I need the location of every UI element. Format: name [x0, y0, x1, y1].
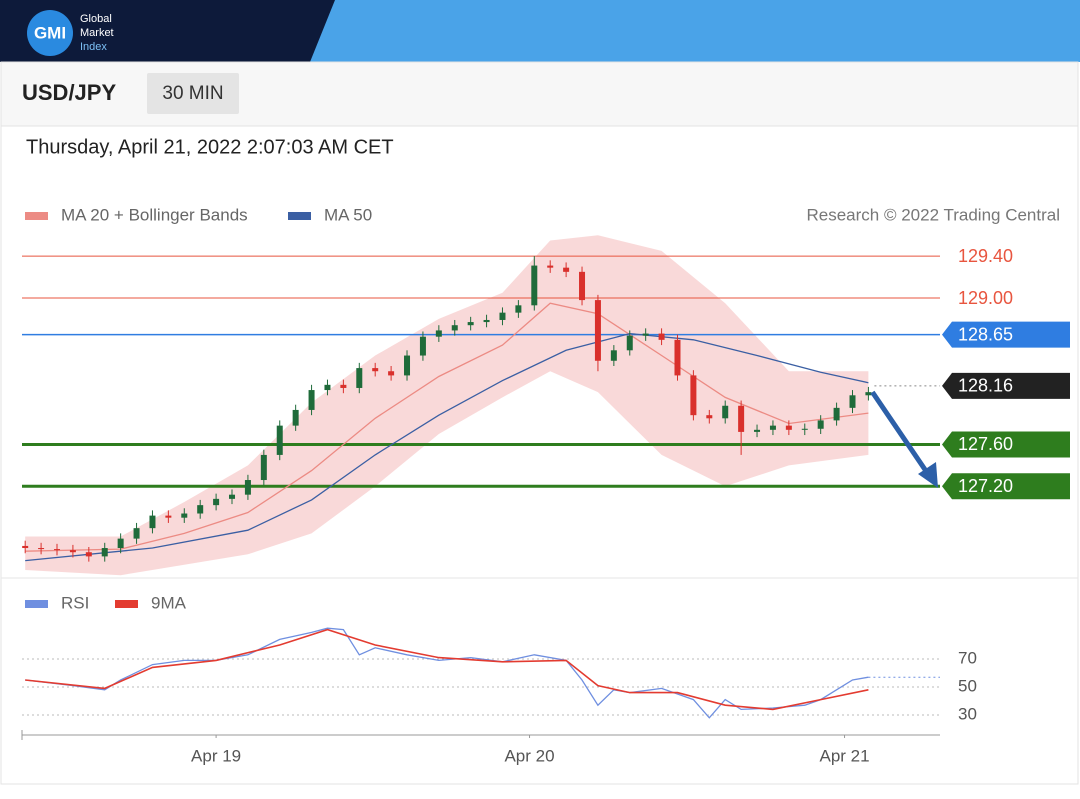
- candle-body: [435, 330, 442, 337]
- indicator-line: [25, 627, 869, 719]
- candle-body: [754, 429, 761, 432]
- candle-body: [833, 407, 840, 421]
- candle-body: [85, 552, 92, 557]
- candle-body: [610, 350, 617, 361]
- interval-button[interactable]: [147, 73, 239, 114]
- legend-label: MA 20 + Bollinger Bands: [61, 205, 248, 224]
- candle-body: [197, 505, 204, 514]
- candle-body: [165, 515, 172, 518]
- x-tick-label: Apr 21: [819, 746, 869, 765]
- level-label: 128.65: [958, 324, 1013, 344]
- candle-body: [308, 390, 315, 410]
- y-tick-label: 70: [958, 648, 977, 667]
- legend-swatch: [115, 600, 138, 608]
- logo-text: GMI: [34, 23, 66, 42]
- forecast-arrowhead: [918, 462, 938, 488]
- panel-frame: [0, 61, 1079, 785]
- candle-body: [785, 425, 792, 430]
- candle-body: [419, 336, 426, 356]
- symbol: USD/JPY: [22, 80, 116, 105]
- brand-text: Global: [80, 13, 112, 25]
- level-tag: [942, 321, 1070, 348]
- ma-line: [25, 302, 869, 552]
- candle-body: [690, 375, 697, 416]
- candle-body: [276, 425, 283, 455]
- legend-label: 9MA: [151, 593, 187, 612]
- indicator-line: [25, 628, 869, 711]
- candle-body: [547, 265, 554, 268]
- candle-body: [213, 498, 220, 506]
- level-tag: [942, 473, 1070, 500]
- legend-label: RSI: [61, 593, 89, 612]
- legend-swatch: [25, 600, 48, 608]
- timestamp: Thursday, April 21, 2022 2:07:03 AM CET: [26, 136, 394, 158]
- x-tick-label: Apr 20: [504, 746, 554, 765]
- candle-body: [54, 549, 61, 551]
- candle-body: [340, 384, 347, 388]
- candle-body: [865, 392, 872, 396]
- level-label: 129.40: [958, 246, 1013, 266]
- bollinger-band: [25, 235, 869, 576]
- candle-body: [594, 300, 601, 361]
- candle-body: [658, 333, 665, 340]
- ma-line: [25, 332, 869, 562]
- candle-body: [356, 368, 363, 388]
- candle-body: [38, 548, 45, 550]
- y-tick-label: 50: [958, 676, 977, 695]
- candle-body: [260, 454, 267, 481]
- candle-body: [563, 267, 570, 272]
- candle-body: [101, 548, 108, 557]
- candle-body: [69, 550, 76, 553]
- candle-body: [292, 409, 299, 426]
- candle-body: [817, 420, 824, 429]
- level-tag: [942, 431, 1070, 458]
- header-logo-panel: [0, 0, 335, 62]
- credit: Research © 2022 Trading Central: [807, 205, 1061, 224]
- candle-body: [738, 405, 745, 432]
- candle-body: [404, 355, 411, 376]
- candle-body: [849, 395, 856, 408]
- candle-body: [117, 538, 124, 549]
- candle-body: [181, 513, 188, 518]
- logo-circle: [27, 10, 73, 56]
- candle-body: [133, 528, 140, 539]
- candle-body: [324, 384, 331, 391]
- level-label: 128.16: [958, 376, 1013, 396]
- candle-body: [706, 415, 713, 419]
- x-tick-label: Apr 19: [191, 746, 241, 765]
- level-label: 129.00: [958, 288, 1013, 308]
- level-tag: [942, 372, 1070, 399]
- candle-body: [499, 312, 506, 320]
- brand-text: Market: [80, 27, 114, 39]
- candle-body: [372, 368, 379, 372]
- candle-body: [642, 333, 649, 336]
- candle-body: [674, 339, 681, 376]
- candle-body: [149, 515, 156, 529]
- interval-label[interactable]: 30 MIN: [162, 83, 223, 104]
- candle-body: [467, 322, 474, 326]
- level-label: 127.20: [958, 476, 1013, 496]
- candle-body: [801, 428, 808, 430]
- candle-body: [626, 335, 633, 351]
- candle-body: [515, 305, 522, 313]
- legend-label: MA 50: [324, 205, 372, 224]
- candle-body: [769, 425, 776, 430]
- legend-swatch: [288, 212, 311, 220]
- legend-swatch: [25, 212, 48, 220]
- candle-body: [22, 545, 29, 549]
- y-tick-label: 30: [958, 704, 977, 723]
- candle-body: [451, 325, 458, 331]
- candle-body: [722, 405, 729, 419]
- forecast-arrow: [870, 390, 931, 476]
- level-label: 127.60: [958, 434, 1013, 454]
- brand-text: Index: [80, 41, 107, 53]
- candle-body: [531, 265, 538, 306]
- candle-body: [483, 319, 490, 323]
- candle-body: [244, 480, 251, 495]
- candle-body: [229, 494, 236, 499]
- candle-body: [579, 271, 586, 301]
- candle-body: [388, 371, 395, 376]
